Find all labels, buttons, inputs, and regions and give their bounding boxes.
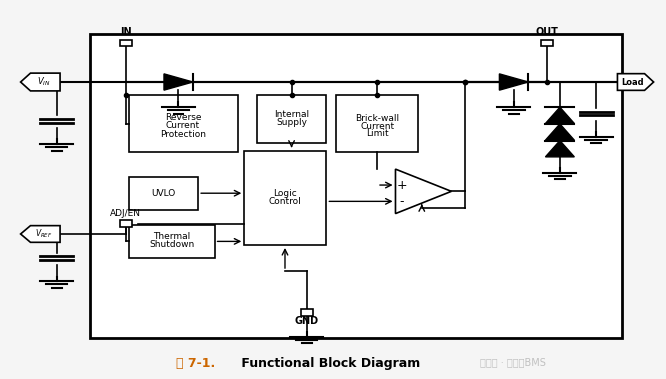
FancyBboxPatch shape bbox=[336, 95, 418, 152]
Polygon shape bbox=[21, 73, 60, 91]
Text: Brick-wall: Brick-wall bbox=[355, 114, 399, 123]
Text: OUT: OUT bbox=[535, 27, 558, 37]
Text: 图 7-1.: 图 7-1. bbox=[176, 357, 216, 370]
FancyBboxPatch shape bbox=[257, 95, 326, 143]
Polygon shape bbox=[396, 169, 452, 214]
FancyBboxPatch shape bbox=[541, 40, 553, 46]
Text: $V_{IN}$: $V_{IN}$ bbox=[37, 76, 51, 88]
Text: Control: Control bbox=[268, 197, 302, 206]
Text: $V_{REF}$: $V_{REF}$ bbox=[35, 228, 53, 240]
Text: Thermal: Thermal bbox=[153, 232, 190, 241]
Text: Logic: Logic bbox=[273, 190, 297, 199]
Text: Load: Load bbox=[621, 78, 643, 86]
Text: -: - bbox=[400, 195, 404, 208]
Text: Shutdown: Shutdown bbox=[149, 240, 194, 249]
Text: UVLO: UVLO bbox=[151, 189, 175, 198]
Text: Current: Current bbox=[360, 122, 394, 131]
Text: IN: IN bbox=[120, 27, 132, 37]
Text: Internal: Internal bbox=[274, 110, 309, 119]
Polygon shape bbox=[545, 124, 574, 140]
FancyBboxPatch shape bbox=[120, 220, 132, 227]
FancyBboxPatch shape bbox=[129, 177, 198, 210]
Polygon shape bbox=[545, 107, 574, 124]
Polygon shape bbox=[164, 74, 193, 90]
FancyBboxPatch shape bbox=[129, 225, 214, 258]
Text: Protection: Protection bbox=[160, 130, 206, 139]
Text: Reverse: Reverse bbox=[165, 113, 201, 122]
Polygon shape bbox=[21, 226, 60, 242]
Text: 公众号 · 新能源BMS: 公众号 · 新能源BMS bbox=[480, 358, 545, 368]
Text: Supply: Supply bbox=[276, 117, 307, 127]
FancyBboxPatch shape bbox=[90, 34, 622, 338]
FancyBboxPatch shape bbox=[129, 95, 238, 152]
FancyBboxPatch shape bbox=[120, 40, 132, 46]
Polygon shape bbox=[500, 74, 528, 90]
Polygon shape bbox=[617, 74, 653, 90]
Text: Current: Current bbox=[166, 121, 200, 130]
Text: Functional Block Diagram: Functional Block Diagram bbox=[237, 357, 420, 370]
FancyBboxPatch shape bbox=[301, 309, 312, 316]
Polygon shape bbox=[545, 141, 574, 157]
FancyBboxPatch shape bbox=[244, 150, 326, 245]
Text: Limit: Limit bbox=[366, 129, 388, 138]
Text: +: + bbox=[397, 179, 408, 191]
Text: GND: GND bbox=[294, 316, 319, 326]
Text: ADJ/EN: ADJ/EN bbox=[111, 209, 141, 218]
